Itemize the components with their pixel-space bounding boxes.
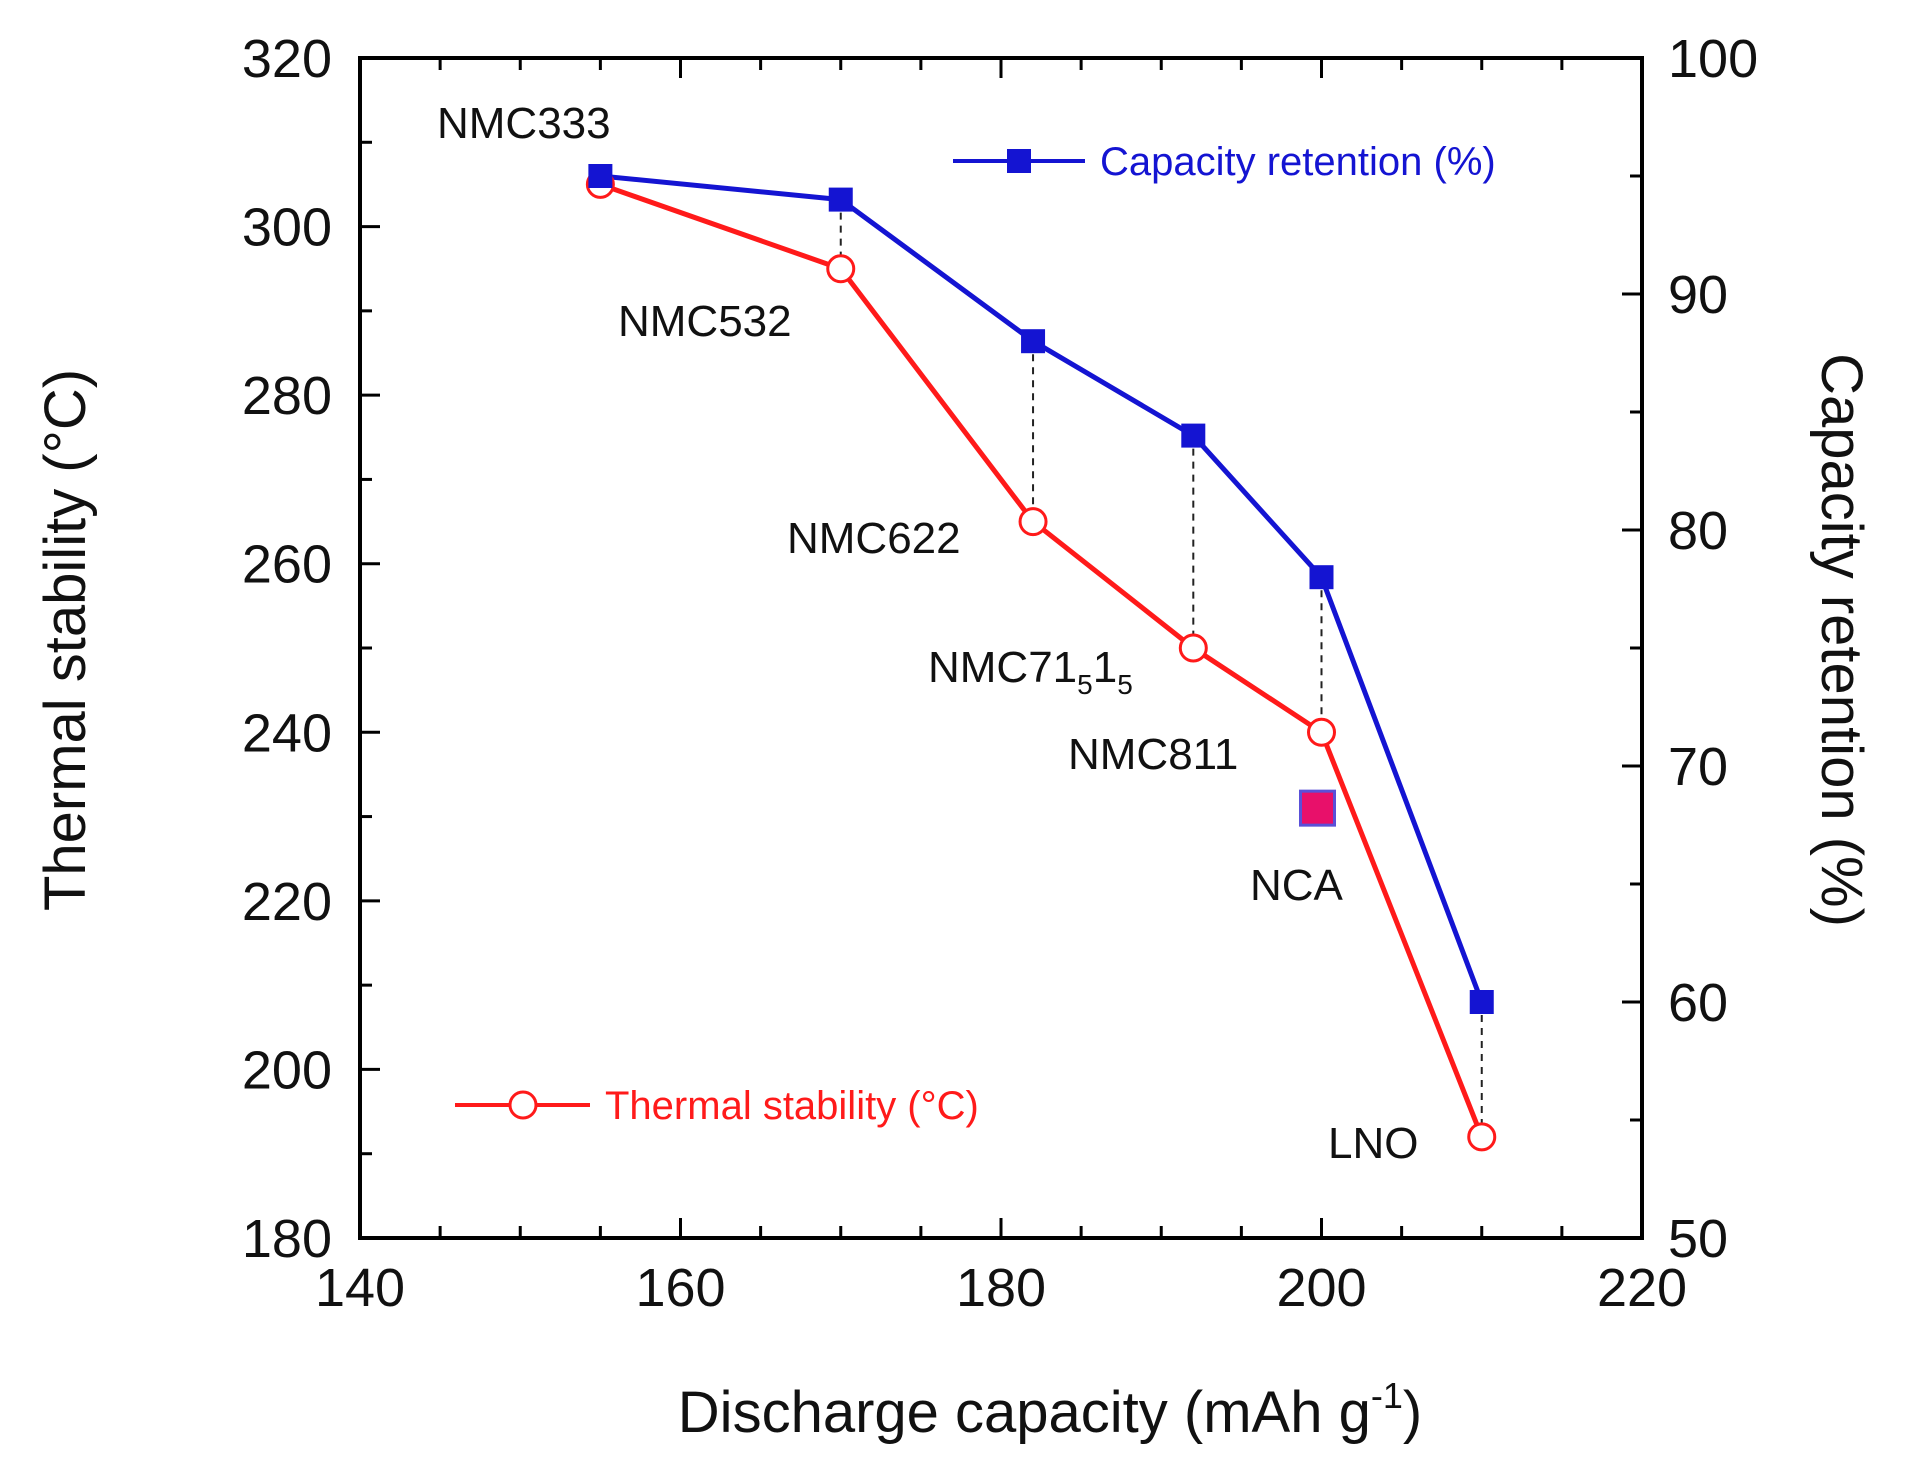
y-left-tick-label: 240: [242, 703, 332, 763]
thermal-point: [1307, 717, 1336, 747]
nca-point: [1299, 789, 1336, 827]
capacity-point: [1021, 329, 1046, 354]
y-left-tick-label: 260: [242, 535, 332, 595]
point-label-nmc622: NMC622: [787, 514, 961, 563]
capacity-point: [1309, 565, 1334, 590]
point-label-nmc71515: NMC71515: [928, 643, 1133, 700]
point-label-nca: NCA: [1250, 861, 1344, 910]
y-left-tick-label: 220: [242, 872, 332, 932]
y-right-tick-label: 70: [1668, 737, 1728, 797]
x-tick-label: 220: [1597, 1258, 1687, 1318]
legend-thermal-marker: [508, 1090, 538, 1120]
point-label-lno: LNO: [1328, 1119, 1418, 1168]
data-markers: [585, 164, 1497, 1152]
y-left-tick-label: 200: [242, 1040, 332, 1100]
capacity-retention-line: [600, 173, 1485, 1003]
y-right-tick-label: 60: [1668, 973, 1728, 1033]
thermal-point: [1018, 507, 1048, 537]
x-axis-title-superscript: -1: [1371, 1375, 1403, 1416]
thermal-stability-line: [599, 182, 1485, 1138]
y-left-tick-label: 320: [242, 29, 332, 89]
legend-capacity-marker: [1007, 149, 1031, 173]
legend-capacity-text: Capacity retention (%): [1100, 140, 1496, 184]
legend-thermal-text: Thermal stability (°C): [605, 1084, 979, 1128]
x-tick-label: 160: [635, 1258, 725, 1318]
tick-labels: 140 160 180 200 220 180 200 220 240 260 280 300 320 5…: [242, 29, 1758, 1318]
y-right-axis-title: Capacity retention (%): [1809, 353, 1874, 927]
capacity-point: [828, 187, 853, 212]
capacity-point: [1181, 423, 1206, 448]
series-lines: [599, 173, 1485, 1138]
x-tick-label: 200: [1276, 1258, 1366, 1318]
y-right-tick-label: 100: [1668, 29, 1758, 89]
point-label-nmc811: NMC811: [1068, 730, 1238, 779]
legend-capacity: Capacity retention (%): [953, 140, 1496, 184]
x-axis-title: Discharge capacity (mAh g-1): [678, 1375, 1422, 1445]
capacity-point: [1469, 990, 1494, 1014]
thermal-point: [1178, 633, 1208, 663]
y-left-tick-label: 280: [242, 366, 332, 426]
y-right-tick-label: 90: [1668, 265, 1728, 325]
capacity-point: [588, 164, 613, 188]
point-label-nmc532: NMC532: [618, 297, 792, 346]
plot-frame: [358, 56, 1644, 1240]
x-tick-label: 140: [315, 1258, 405, 1318]
y-left-axis-title: Thermal stability (°C): [33, 369, 98, 911]
thermal-point: [1467, 1122, 1497, 1152]
y-left-tick-label: 300: [242, 198, 332, 258]
point-label-nmc333: NMC333: [437, 99, 611, 148]
y-left-tick-label: 180: [242, 1209, 332, 1269]
y-right-tick-label: 50: [1668, 1209, 1728, 1269]
legend-thermal: Thermal stability (°C): [455, 1084, 979, 1128]
thermal-point: [826, 254, 856, 284]
x-tick-label: 180: [956, 1258, 1046, 1318]
y-right-tick-label: 80: [1668, 501, 1728, 561]
